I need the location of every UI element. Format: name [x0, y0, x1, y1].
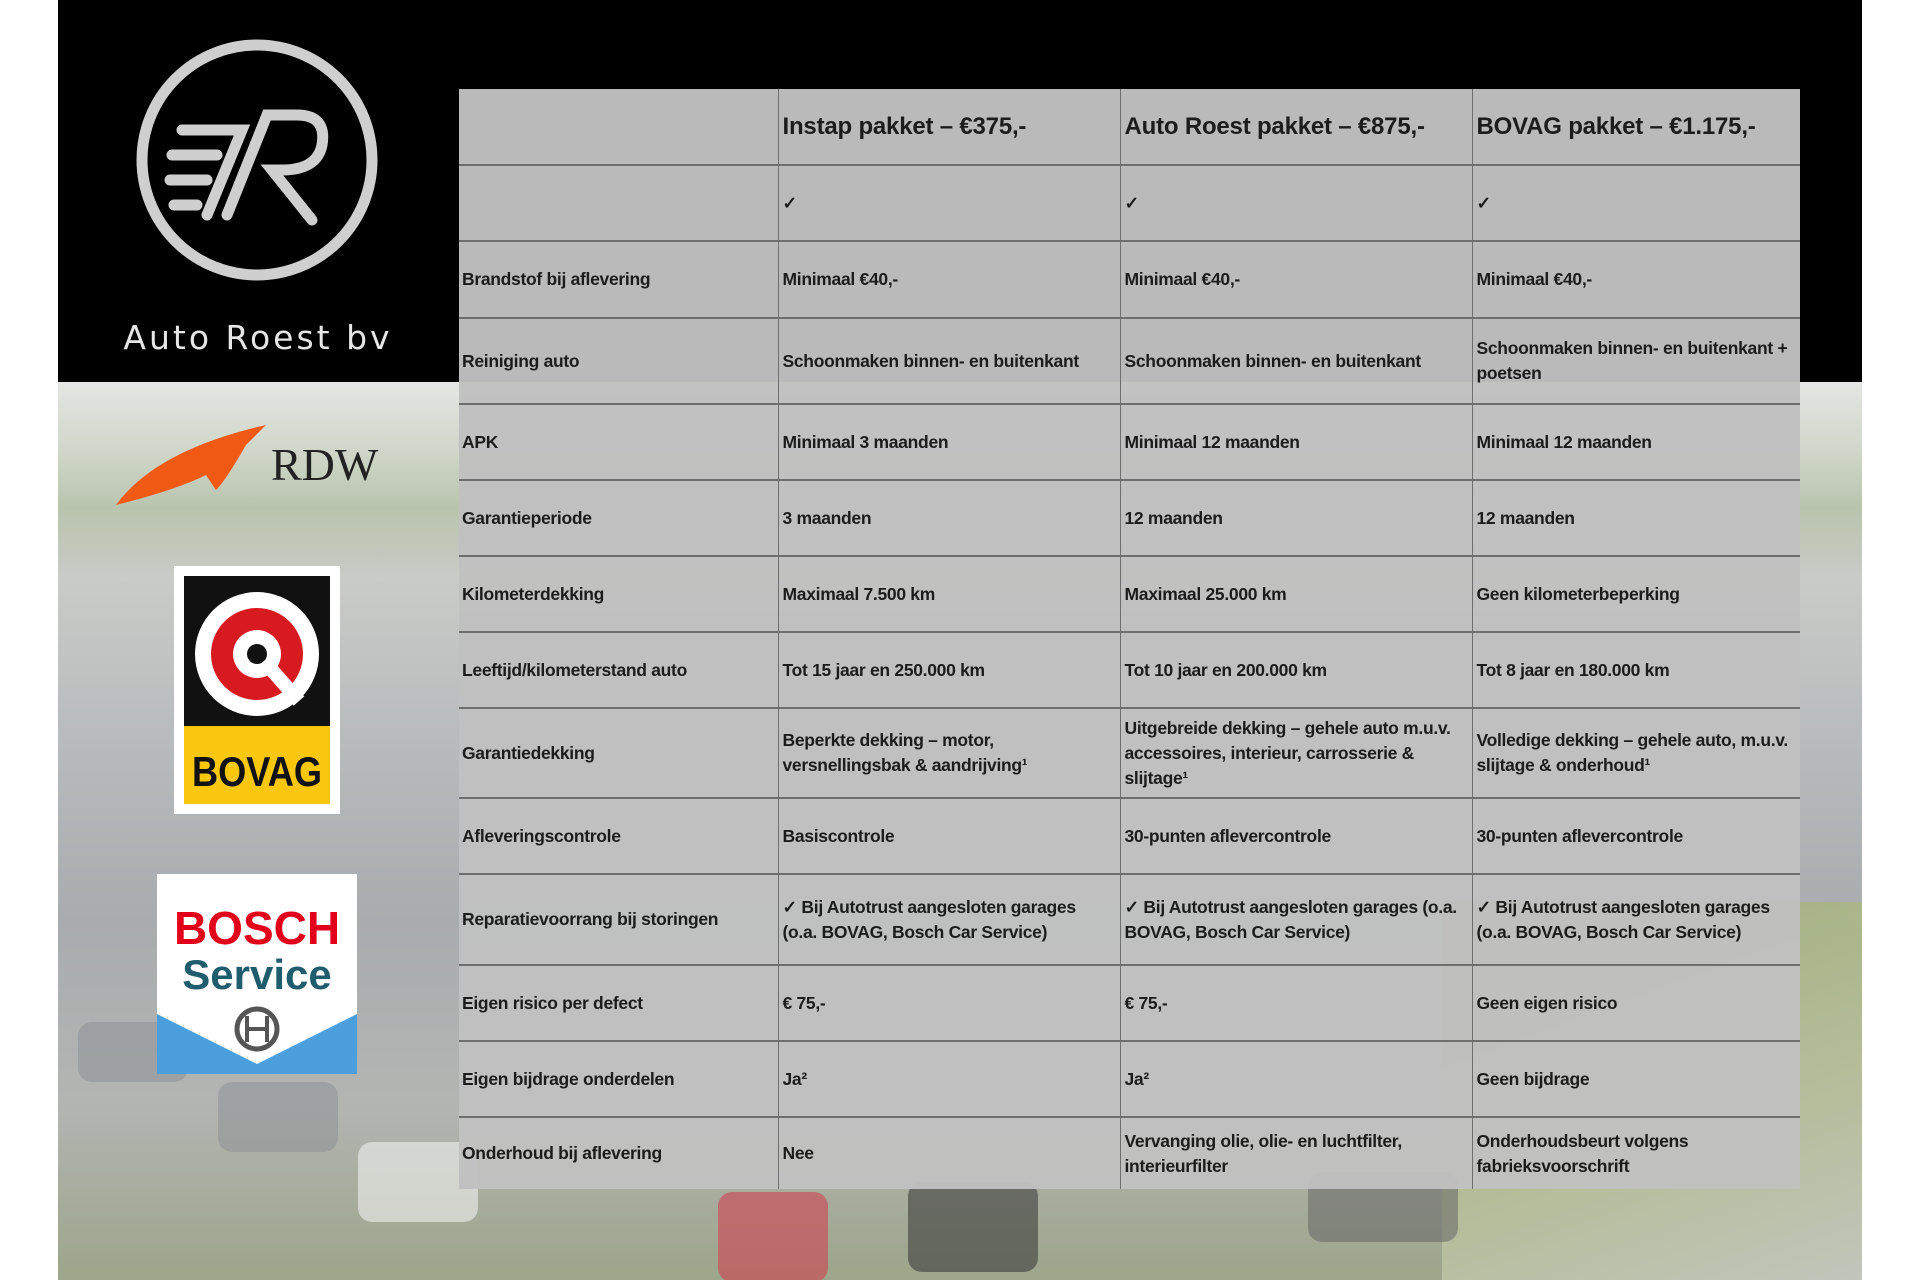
- car: [908, 1182, 1038, 1272]
- cell: 12 maanden: [1472, 479, 1800, 556]
- cell: Vervanging olie, olie- en luchtfilter, i…: [1120, 1116, 1473, 1189]
- car: [218, 1082, 338, 1152]
- car: [358, 1142, 478, 1222]
- cell: € 75,-: [778, 964, 1121, 1041]
- table-row: APK Minimaal 3 maanden Minimaal 12 maanden…: [459, 403, 1800, 480]
- table-row: Reparatievoorrang bij storingen ✓ Bij Aut…: [459, 873, 1800, 965]
- table-row: Eigen risico per defect € 75,- € 75,- Geen …: [459, 964, 1800, 1041]
- cell: Beperkte dekking – motor, versnellingsba…: [778, 707, 1121, 798]
- cell: Geen eigen risico: [1472, 964, 1800, 1041]
- table-row: Afleveringscontrole Basiscontrole 30-punte…: [459, 797, 1800, 874]
- auto-roest-logo: [136, 39, 378, 281]
- cell: € 75,-: [1120, 964, 1473, 1041]
- row-label: Brandstof bij aflevering: [459, 240, 779, 318]
- cell: Minimaal 12 maanden: [1120, 403, 1473, 480]
- cell: Ja²: [1120, 1040, 1473, 1117]
- cell: Maximaal 7.500 km: [778, 555, 1121, 632]
- cell: ✓ Bij Autotrust aangesloten garages (o.a…: [1472, 873, 1800, 965]
- row-label: Garantiedekking: [459, 707, 779, 798]
- cell: Tot 8 jaar en 180.000 km: [1472, 631, 1800, 708]
- cell: Schoonmaken binnen- en buitenkant: [778, 317, 1121, 404]
- car: [718, 1192, 828, 1280]
- cell: 3 maanden: [778, 479, 1121, 556]
- cell: Tot 15 jaar en 250.000 km: [778, 631, 1121, 708]
- table-row: Eigen bijdrage onderdelen Ja² Ja² Geen bijd…: [459, 1040, 1800, 1117]
- svg-text:RDW: RDW: [271, 439, 379, 490]
- cell: 30-punten aflevercontrole: [1472, 797, 1800, 874]
- row-label: APK: [459, 403, 779, 480]
- cell: Minimaal €40,-: [1120, 240, 1473, 318]
- table-row: Leeftijd/kilometerstand auto Tot 15 jaar …: [459, 631, 1800, 708]
- table-row: Brandstof bij aflevering Minimaal €40,- Mi…: [459, 240, 1800, 318]
- cell: Basiscontrole: [778, 797, 1121, 874]
- cell: Geen kilometerbeperking: [1472, 555, 1800, 632]
- table-row: Garantieperiode 3 maanden 12 maanden 12 maa…: [459, 479, 1800, 556]
- cell: ✓: [1472, 164, 1800, 241]
- svg-text:BOSCH: BOSCH: [174, 902, 340, 954]
- row-label: Eigen bijdrage onderdelen: [459, 1040, 779, 1117]
- cell: ✓: [1120, 164, 1473, 241]
- row-label: Reparatievoorrang bij storingen: [459, 873, 779, 965]
- svg-text:BOVAG: BOVAG: [192, 748, 322, 795]
- cell: Nee: [778, 1116, 1121, 1189]
- cell: Auto Roest pakket – €875,-: [1120, 89, 1473, 165]
- cell: Schoonmaken binnen- en buitenkant: [1120, 317, 1473, 404]
- row-label: Eigen risico per defect: [459, 964, 779, 1041]
- cell: Minimaal €40,-: [1472, 240, 1800, 318]
- bovag-logo: BOVAG: [174, 566, 340, 814]
- svg-text:Service: Service: [182, 951, 331, 998]
- rdw-logo: RDW: [116, 425, 379, 505]
- table-row: Onderhoud bij aflevering Nee Vervanging ol…: [459, 1116, 1800, 1189]
- row-label: [459, 89, 779, 165]
- cell: ✓: [778, 164, 1121, 241]
- row-label: Onderhoud bij aflevering: [459, 1116, 779, 1189]
- cell: Onderhoudsbeurt volgens fabrieksvoorschr…: [1472, 1116, 1800, 1189]
- brand-name: Auto Roest bv: [123, 318, 393, 357]
- cell: BOVAG pakket – €1.175,-: [1476, 113, 1756, 140]
- cell: ✓ Bij Autotrust aangesloten garages (o.a…: [1120, 873, 1473, 965]
- row-label: Afleveringscontrole: [459, 797, 779, 874]
- cell: Instap pakket – €375,-: [778, 89, 1121, 165]
- cell: Volledige dekking – gehele auto, m.u.v. …: [1472, 707, 1800, 798]
- table-row: Garantiedekking Beperkte dekking – motor,…: [459, 707, 1800, 798]
- row-label: Reiniging auto: [459, 317, 779, 404]
- cell: Minimaal 3 maanden: [778, 403, 1121, 480]
- cell: Geen bijdrage: [1472, 1040, 1800, 1117]
- cell: 12 maanden: [1120, 479, 1473, 556]
- table-row: ✓ ✓ ✓: [459, 164, 1800, 241]
- cell: ✓ Bij Autotrust aangesloten garages (o.a…: [778, 873, 1121, 965]
- package-comparison-table: Instap pakket – €375,- Auto Roest pakket …: [459, 89, 1800, 1189]
- cell: Minimaal €40,-: [778, 240, 1121, 318]
- table-row: Kilometerdekking Maximaal 7.500 km Maximaa…: [459, 555, 1800, 632]
- table-row: Reiniging auto Schoonmaken binnen- en bui…: [459, 317, 1800, 404]
- row-label: Leeftijd/kilometerstand auto: [459, 631, 779, 708]
- row-label: [459, 164, 779, 241]
- row-label: Garantieperiode: [459, 479, 779, 556]
- cell: Uitgebreide dekking – gehele auto m.u.v.…: [1120, 707, 1473, 798]
- cell: Maximaal 25.000 km: [1120, 555, 1473, 632]
- cell: Tot 10 jaar en 200.000 km: [1120, 631, 1473, 708]
- row-label: Kilometerdekking: [459, 555, 779, 632]
- table-header-row: Instap pakket – €375,- Auto Roest pakket …: [459, 89, 1800, 165]
- bosch-service-logo: BOSCH Service: [157, 874, 357, 1074]
- cell: Ja²: [778, 1040, 1121, 1117]
- cell: Minimaal 12 maanden: [1472, 403, 1800, 480]
- cell: Schoonmaken binnen- en buitenkant + poet…: [1472, 317, 1800, 404]
- cell: 30-punten aflevercontrole: [1120, 797, 1473, 874]
